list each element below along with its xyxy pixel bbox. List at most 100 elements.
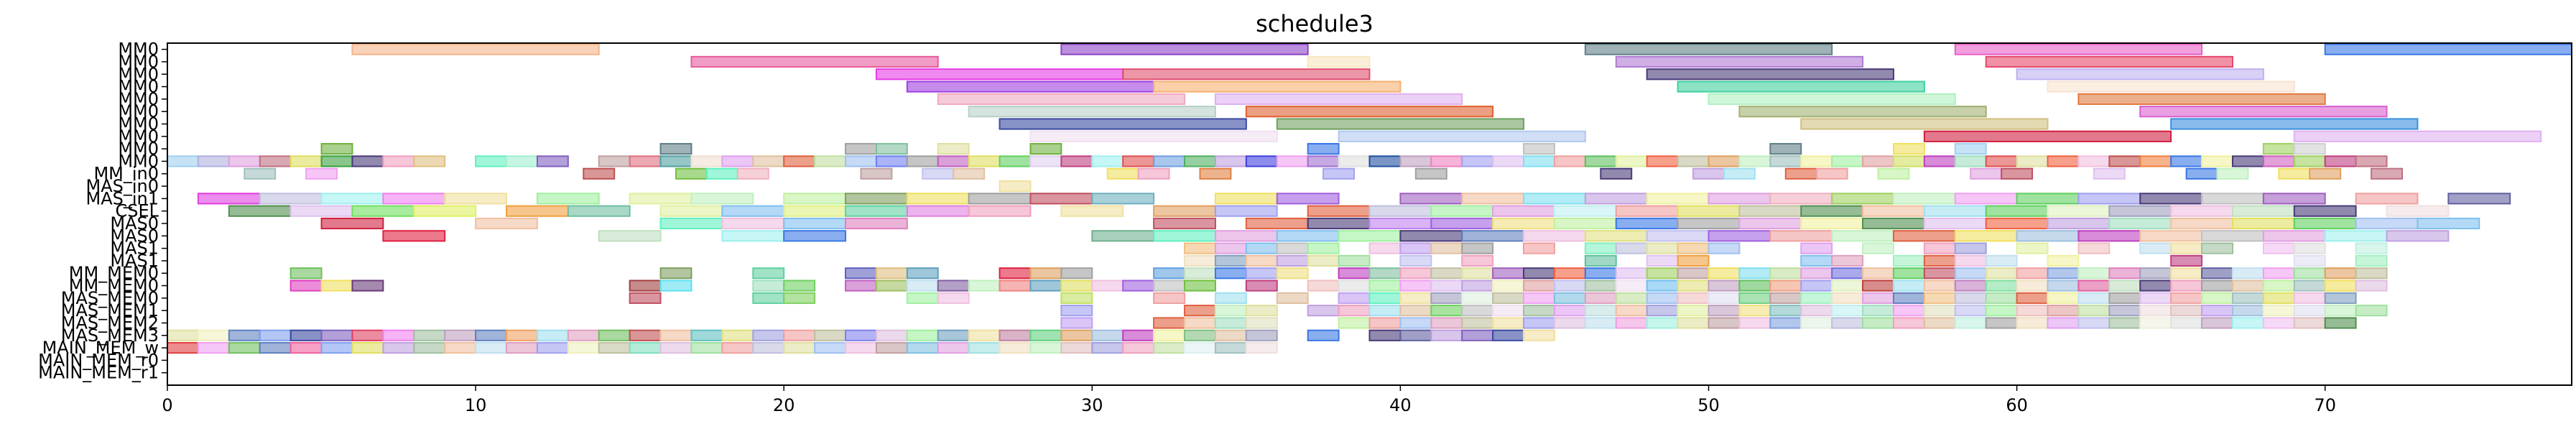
task-bar	[1060, 43, 1309, 55]
task-bar	[1276, 292, 1309, 304]
task-bar	[1276, 155, 1309, 167]
task-bar	[814, 329, 847, 341]
task-bar	[1708, 317, 1741, 329]
task-bar	[2231, 317, 2264, 329]
task-bar	[1430, 267, 1463, 280]
task-bar	[1800, 292, 1833, 304]
task-bar	[567, 329, 600, 341]
task-bar	[783, 155, 816, 167]
task-bar	[1399, 242, 1432, 254]
task-bar	[2293, 254, 2326, 267]
task-bar	[1368, 267, 1401, 280]
task-bar	[1954, 143, 1987, 155]
task-bar	[1338, 155, 1371, 167]
task-bar	[289, 155, 323, 167]
task-bar	[1615, 267, 1648, 280]
task-bar	[1708, 292, 1741, 304]
task-bar	[351, 205, 415, 217]
x-tick-label: 20	[773, 395, 795, 415]
task-bar	[1399, 193, 1463, 205]
task-bar	[1338, 254, 1371, 267]
task-bar	[2108, 280, 2141, 292]
task-bar	[1060, 280, 1093, 292]
y-tick-label: MAS_MEM3	[61, 326, 159, 346]
task-bar	[1892, 317, 1925, 329]
task-bar	[1368, 217, 1432, 230]
task-bar	[413, 155, 446, 167]
task-bar	[845, 205, 908, 217]
task-bar	[1245, 280, 1278, 292]
task-bar	[2170, 242, 2203, 254]
task-bar	[1461, 193, 1525, 205]
task-bar	[906, 292, 939, 304]
task-bar	[1862, 317, 1894, 329]
y-tick-label: MAS_in1	[85, 188, 159, 208]
task-bar	[1831, 193, 1894, 205]
task-bar	[444, 193, 508, 205]
task-bar	[1029, 280, 1062, 292]
task-bar	[1708, 193, 1771, 205]
task-bar	[1399, 267, 1432, 280]
task-bar	[1523, 292, 1555, 304]
task-bar	[1954, 230, 2018, 242]
task-bar	[999, 280, 1032, 292]
task-bar	[1276, 230, 1340, 242]
task-bar	[1584, 193, 1648, 205]
task-bar	[659, 280, 692, 292]
task-bar	[1615, 305, 1648, 317]
task-bar	[968, 106, 1216, 118]
task-bar	[1492, 317, 1525, 329]
task-bar	[875, 143, 908, 155]
task-bar	[690, 155, 723, 167]
task-bar	[1600, 167, 1633, 180]
task-bar	[228, 341, 261, 354]
task-bar	[1338, 292, 1371, 304]
task-bar	[2016, 242, 2049, 254]
task-bar	[1060, 155, 1093, 167]
task-bar	[752, 280, 785, 292]
task-bar	[1184, 317, 1216, 329]
task-bar	[2262, 305, 2295, 317]
task-bar	[1985, 155, 2018, 167]
y-tick-label: MM0	[118, 114, 159, 134]
task-bar	[2201, 230, 2264, 242]
task-bar	[2139, 230, 2203, 242]
task-bar	[1615, 280, 1648, 292]
task-bar	[1769, 305, 1802, 317]
task-bar	[475, 217, 538, 230]
task-bar	[1831, 254, 1864, 267]
x-tick-label: 50	[1697, 395, 1720, 415]
y-tick-label: CSEL	[115, 201, 159, 221]
y-tick-label: MM0	[118, 77, 159, 97]
task-bar	[1153, 205, 1216, 217]
task-bar	[2108, 155, 2141, 167]
task-bar	[2231, 292, 2264, 304]
task-bar	[1677, 267, 1710, 280]
y-tick-label: MAIN_MEM_r1	[38, 363, 159, 383]
task-bar	[536, 329, 569, 341]
task-bar	[1153, 317, 1186, 329]
task-bar	[1892, 193, 1956, 205]
task-bar	[999, 155, 1032, 167]
task-bar	[382, 155, 415, 167]
task-bar	[1892, 292, 1925, 304]
task-bar	[1800, 155, 1833, 167]
task-bar	[1553, 317, 1586, 329]
task-bar	[1708, 155, 1741, 167]
task-bar	[2108, 217, 2172, 230]
task-bar	[1677, 280, 1710, 292]
task-bar	[475, 329, 508, 341]
task-bar	[1399, 254, 1432, 267]
task-bar	[1523, 242, 1555, 254]
task-bar	[1430, 217, 1494, 230]
task-bar	[1492, 217, 1555, 230]
y-tick-label: MAIN_MEM_w	[42, 338, 159, 358]
task-bar	[1430, 292, 1463, 304]
task-bar	[953, 167, 986, 180]
task-bar	[2201, 280, 2233, 292]
task-bar	[1584, 242, 1617, 254]
task-bar	[1399, 155, 1432, 167]
task-bar	[1738, 205, 1802, 217]
task-bar	[444, 341, 477, 354]
